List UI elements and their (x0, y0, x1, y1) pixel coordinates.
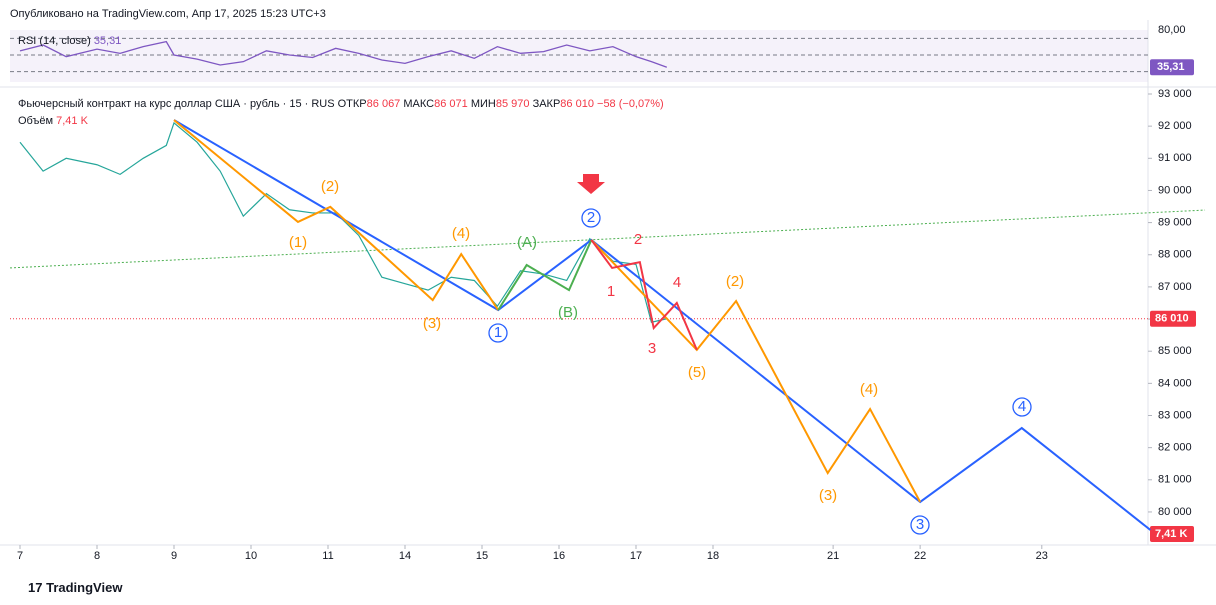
x-tick-label: 22 (914, 550, 926, 562)
high-label: МАКС (403, 98, 435, 110)
published: Опубликовано на TradingView.com, Апр 17,… (10, 8, 326, 20)
last-price-text: 86 010 (1155, 313, 1189, 325)
legend: Фьючерсный контракт на курс доллар США ·… (18, 98, 664, 110)
y-tick-label: 80 000 (1158, 506, 1192, 518)
wave-circle (488, 323, 508, 343)
y-tick-label: 87 000 (1158, 281, 1192, 293)
change: −58 (−0,07%) (597, 98, 664, 110)
symbol: Фьючерсный контракт на курс доллар США ·… (18, 98, 335, 110)
wave-label: 3 (916, 516, 924, 533)
wave-blue (173, 119, 1151, 531)
wave-label: (2) (321, 178, 339, 195)
wave-orange-2 (590, 239, 922, 503)
x-tick-label: 10 (245, 550, 257, 562)
volume-badge (1150, 526, 1194, 542)
close: 86 010 (560, 98, 594, 110)
x-tick-label: 11 (322, 550, 333, 562)
volume-label: Объём (18, 115, 54, 127)
y-tick-label: 90 000 (1158, 184, 1192, 196)
y-tick-label: 85 000 (1158, 345, 1192, 357)
trendline (9, 209, 1206, 269)
wave-label: (B) (558, 304, 578, 321)
rsi-badge (1150, 59, 1194, 76)
close-label: ЗАКР (532, 98, 561, 110)
y-tick-label: 92 000 (1158, 120, 1192, 132)
x-tick-label: 15 (476, 550, 488, 562)
wave-circle (1012, 397, 1032, 417)
y-tick-label: 81 000 (1158, 474, 1192, 486)
wave-label: (A) (517, 234, 537, 251)
x-tick-label: 14 (399, 550, 411, 562)
x-tick-label: 17 (630, 550, 642, 562)
wave-label: 3 (648, 340, 656, 357)
high: 86 071 (434, 98, 468, 110)
wave-label: (4) (452, 225, 470, 242)
wave-label: 2 (587, 209, 595, 226)
last-price-badge (1150, 310, 1196, 327)
wave-label: (3) (423, 315, 441, 332)
rsi-top-label: 80,00 (1158, 24, 1186, 36)
plot: 93 000 92 000 91 000 90 000 89 000 88 000 87 0… (9, 24, 1206, 562)
x-tick-label: 8 (94, 550, 100, 562)
x-tick-label: 23 (1036, 550, 1048, 562)
x-tick-label: 18 (707, 550, 719, 562)
wave-label: (2) (726, 273, 744, 290)
rsi-value: 35,31 (93, 35, 122, 47)
x-tick-label: 16 (553, 550, 565, 562)
wave-orange (173, 119, 500, 311)
wave-label: 1 (607, 283, 615, 300)
wave-circle (581, 208, 601, 228)
open: 86 067 (366, 98, 401, 110)
y-tick-label: 84 000 (1158, 377, 1192, 389)
rsi-badge-text: 35,31 (1157, 61, 1185, 73)
wave-label: (5) (688, 364, 706, 381)
price-line (19, 121, 667, 323)
wave-label: 4 (1018, 398, 1026, 415)
wave-red (590, 239, 698, 351)
volume: 7,41 K (56, 115, 88, 127)
y-tick-label: 88 000 (1158, 249, 1192, 261)
volume-badge-text: 7,41 K (1155, 528, 1187, 540)
wave-label: (4) (860, 381, 878, 398)
arrow-icon (577, 174, 605, 194)
x-tick-label: 7 (17, 550, 23, 562)
rsi-line (19, 40, 668, 68)
low-label: МИН (470, 98, 496, 110)
x-tick-label: 21 (827, 550, 839, 562)
wave-label: 1 (494, 324, 502, 341)
y-tick-label: 93 000 (1158, 88, 1192, 100)
volume-legend: Объём 7,41 K (18, 115, 88, 127)
rsi-title: RSI (14, close) (18, 35, 91, 47)
wave-label: (3) (819, 487, 837, 504)
brand: 17 TradingView (28, 580, 123, 595)
y-tick-label: 91 000 (1158, 152, 1192, 164)
y-tick-label: 83 000 (1158, 409, 1192, 421)
wave-green (497, 239, 593, 311)
wave-label: 4 (673, 274, 681, 291)
wave-label: 2 (634, 231, 642, 248)
y-tick-label: 82 000 (1158, 442, 1192, 454)
wave-circle (910, 515, 930, 535)
x-tick-label: 9 (171, 550, 177, 562)
rsi-legend: RSI (14, close) 35,31 (18, 35, 121, 47)
y-tick-label: 89 000 (1158, 217, 1192, 229)
wave-label: (1) (289, 234, 307, 251)
brand-text: TradingView (46, 580, 123, 595)
low: 85 970 (495, 98, 530, 110)
open-label: ОТКР (337, 98, 367, 110)
